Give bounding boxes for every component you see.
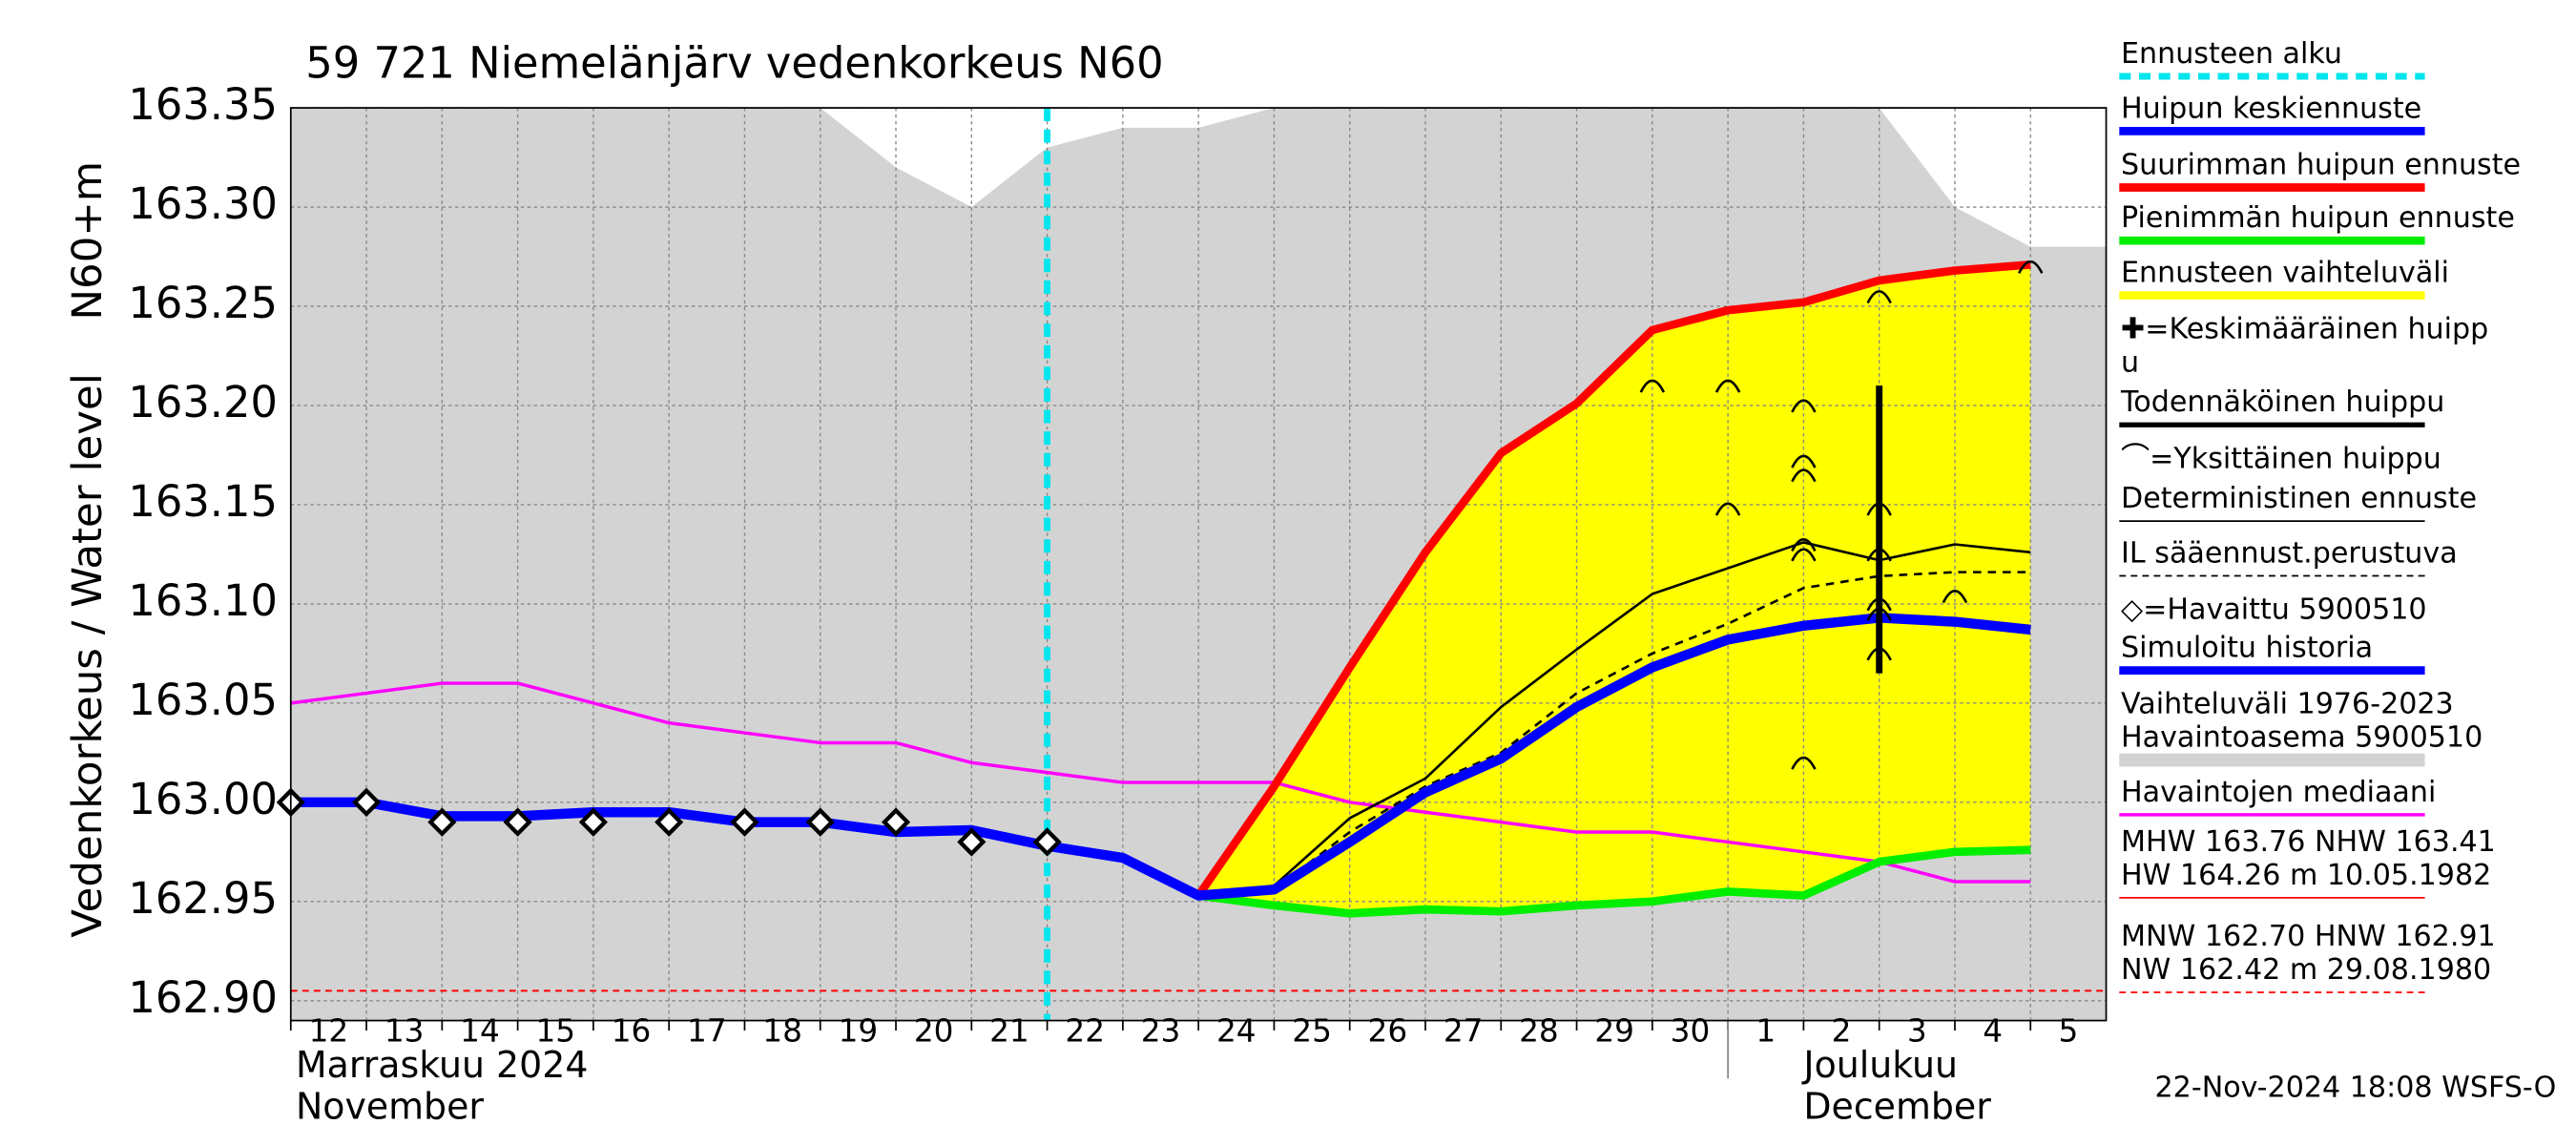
legend-text: Ennusteen alku xyxy=(2121,37,2342,71)
x-tick-label: 4 xyxy=(1983,1011,2003,1049)
y-tick-label: 163.00 xyxy=(128,774,278,824)
legend-text: HW 164.26 m 10.05.1982 xyxy=(2121,859,2491,892)
series-line xyxy=(290,681,2031,884)
x-tick-label: 5 xyxy=(2058,1011,2078,1049)
peak-marker xyxy=(1791,399,1817,413)
observed-marker xyxy=(881,807,911,837)
x-tick-label: 29 xyxy=(1594,1011,1634,1049)
y-tick-label: 163.10 xyxy=(128,575,278,626)
x-tick-label: 28 xyxy=(1519,1011,1559,1049)
peak-marker xyxy=(1791,454,1817,468)
legend-text: MNW 162.70 HNW 162.91 xyxy=(2121,920,2496,953)
series-line xyxy=(1197,845,2031,918)
legend-text: Huipun keskiennuste xyxy=(2121,92,2421,125)
legend-text: u xyxy=(2121,345,2139,379)
x-tick-label: 22 xyxy=(1065,1011,1105,1049)
legend-text: ✚=Keskimääräinen huipp xyxy=(2121,312,2488,345)
x-tick-label: 12 xyxy=(309,1011,349,1049)
legend-text: Havaintoasema 5900510 xyxy=(2121,720,2483,754)
y-tick-label: 162.95 xyxy=(128,873,278,924)
legend-text: Pienimmän huipun ennuste xyxy=(2121,201,2515,235)
peak-marker xyxy=(1714,502,1741,516)
observed-marker xyxy=(805,807,835,837)
peak-marker xyxy=(1639,379,1666,393)
legend-text: Deterministinen ennuste xyxy=(2121,482,2477,515)
x-tick-label: 18 xyxy=(762,1011,802,1049)
month-label: November xyxy=(296,1085,484,1127)
x-tick-label: 26 xyxy=(1368,1011,1408,1049)
legend-text: ◇=Havaittu 5900510 xyxy=(2121,593,2427,626)
timestamp: 22-Nov-2024 18:08 WSFS-O xyxy=(2155,1071,2557,1104)
peak-marker xyxy=(2018,260,2044,274)
peak-marker xyxy=(1791,548,1817,562)
observed-marker xyxy=(351,787,382,818)
x-tick-label: 16 xyxy=(612,1011,652,1049)
series-line xyxy=(1195,260,2031,899)
y-axis-label: N60+m xyxy=(64,161,112,321)
peak-marker xyxy=(1714,379,1741,393)
observed-marker xyxy=(957,827,987,857)
legend-text: ⌒=Yksittäinen huippu xyxy=(2121,442,2441,475)
peak-marker xyxy=(1791,756,1817,770)
observed-marker xyxy=(1032,827,1062,857)
y-axis-label: Vedenkorkeus / Water level xyxy=(64,373,112,938)
x-tick-label: 20 xyxy=(914,1011,954,1049)
observed-marker xyxy=(427,807,457,837)
series-line xyxy=(1197,541,2031,897)
peak-marker xyxy=(1791,538,1817,552)
x-tick-label: 25 xyxy=(1292,1011,1332,1049)
legend-text: IL sääennust.perustuva xyxy=(2121,536,2458,570)
y-tick-label: 163.15 xyxy=(128,476,278,527)
forecast-band xyxy=(1198,264,2031,914)
legend-text: MHW 163.76 NHW 163.41 xyxy=(2121,825,2496,859)
legend-text: Suurimman huipun ennuste xyxy=(2121,148,2521,181)
month-label: December xyxy=(1803,1085,1991,1127)
legend-text: Todennäköinen huippu xyxy=(2120,385,2444,419)
legend-text: Havaintojen mediaani xyxy=(2121,776,2436,809)
peak-marker xyxy=(1791,468,1817,483)
x-tick-label: 1 xyxy=(1755,1011,1776,1049)
y-tick-label: 163.35 xyxy=(128,79,278,130)
legend-text: Simuloitu historia xyxy=(2121,631,2373,664)
chart-title: 59 721 Niemelänjärv vedenkorkeus N60 xyxy=(305,37,1163,88)
x-tick-label: 13 xyxy=(384,1011,425,1049)
peak-marker xyxy=(1942,590,1968,604)
x-tick-label: 27 xyxy=(1444,1011,1484,1049)
month-label: Joulukuu xyxy=(1801,1044,1958,1086)
legend-text: NW 162.42 m 29.08.1980 xyxy=(2121,953,2491,987)
x-tick-label: 14 xyxy=(460,1011,500,1049)
y-tick-label: 163.05 xyxy=(128,675,278,725)
y-tick-label: 163.30 xyxy=(128,178,278,229)
month-label: Marraskuu 2024 xyxy=(296,1044,588,1086)
observed-marker xyxy=(503,807,532,837)
series-line xyxy=(290,613,2031,901)
x-tick-label: 24 xyxy=(1216,1011,1257,1049)
x-tick-label: 21 xyxy=(989,1011,1029,1049)
y-tick-label: 163.20 xyxy=(128,377,278,427)
x-tick-label: 15 xyxy=(535,1011,575,1049)
peak-marker xyxy=(1866,290,1892,304)
legend-text: Vaihteluväli 1976-2023 xyxy=(2121,688,2454,721)
observed-marker xyxy=(654,807,684,837)
observed-marker xyxy=(578,807,609,837)
series-line xyxy=(1198,571,2031,897)
plot-frame xyxy=(289,107,2108,1022)
x-tick-label: 19 xyxy=(839,1011,879,1049)
y-tick-label: 163.25 xyxy=(128,278,278,328)
legend-text: Ennusteen vaihteluväli xyxy=(2121,256,2449,289)
x-tick-label: 30 xyxy=(1671,1011,1711,1049)
x-tick-label: 17 xyxy=(687,1011,727,1049)
y-tick-label: 162.90 xyxy=(128,972,278,1023)
observed-marker xyxy=(730,807,759,837)
x-tick-label: 23 xyxy=(1141,1011,1181,1049)
